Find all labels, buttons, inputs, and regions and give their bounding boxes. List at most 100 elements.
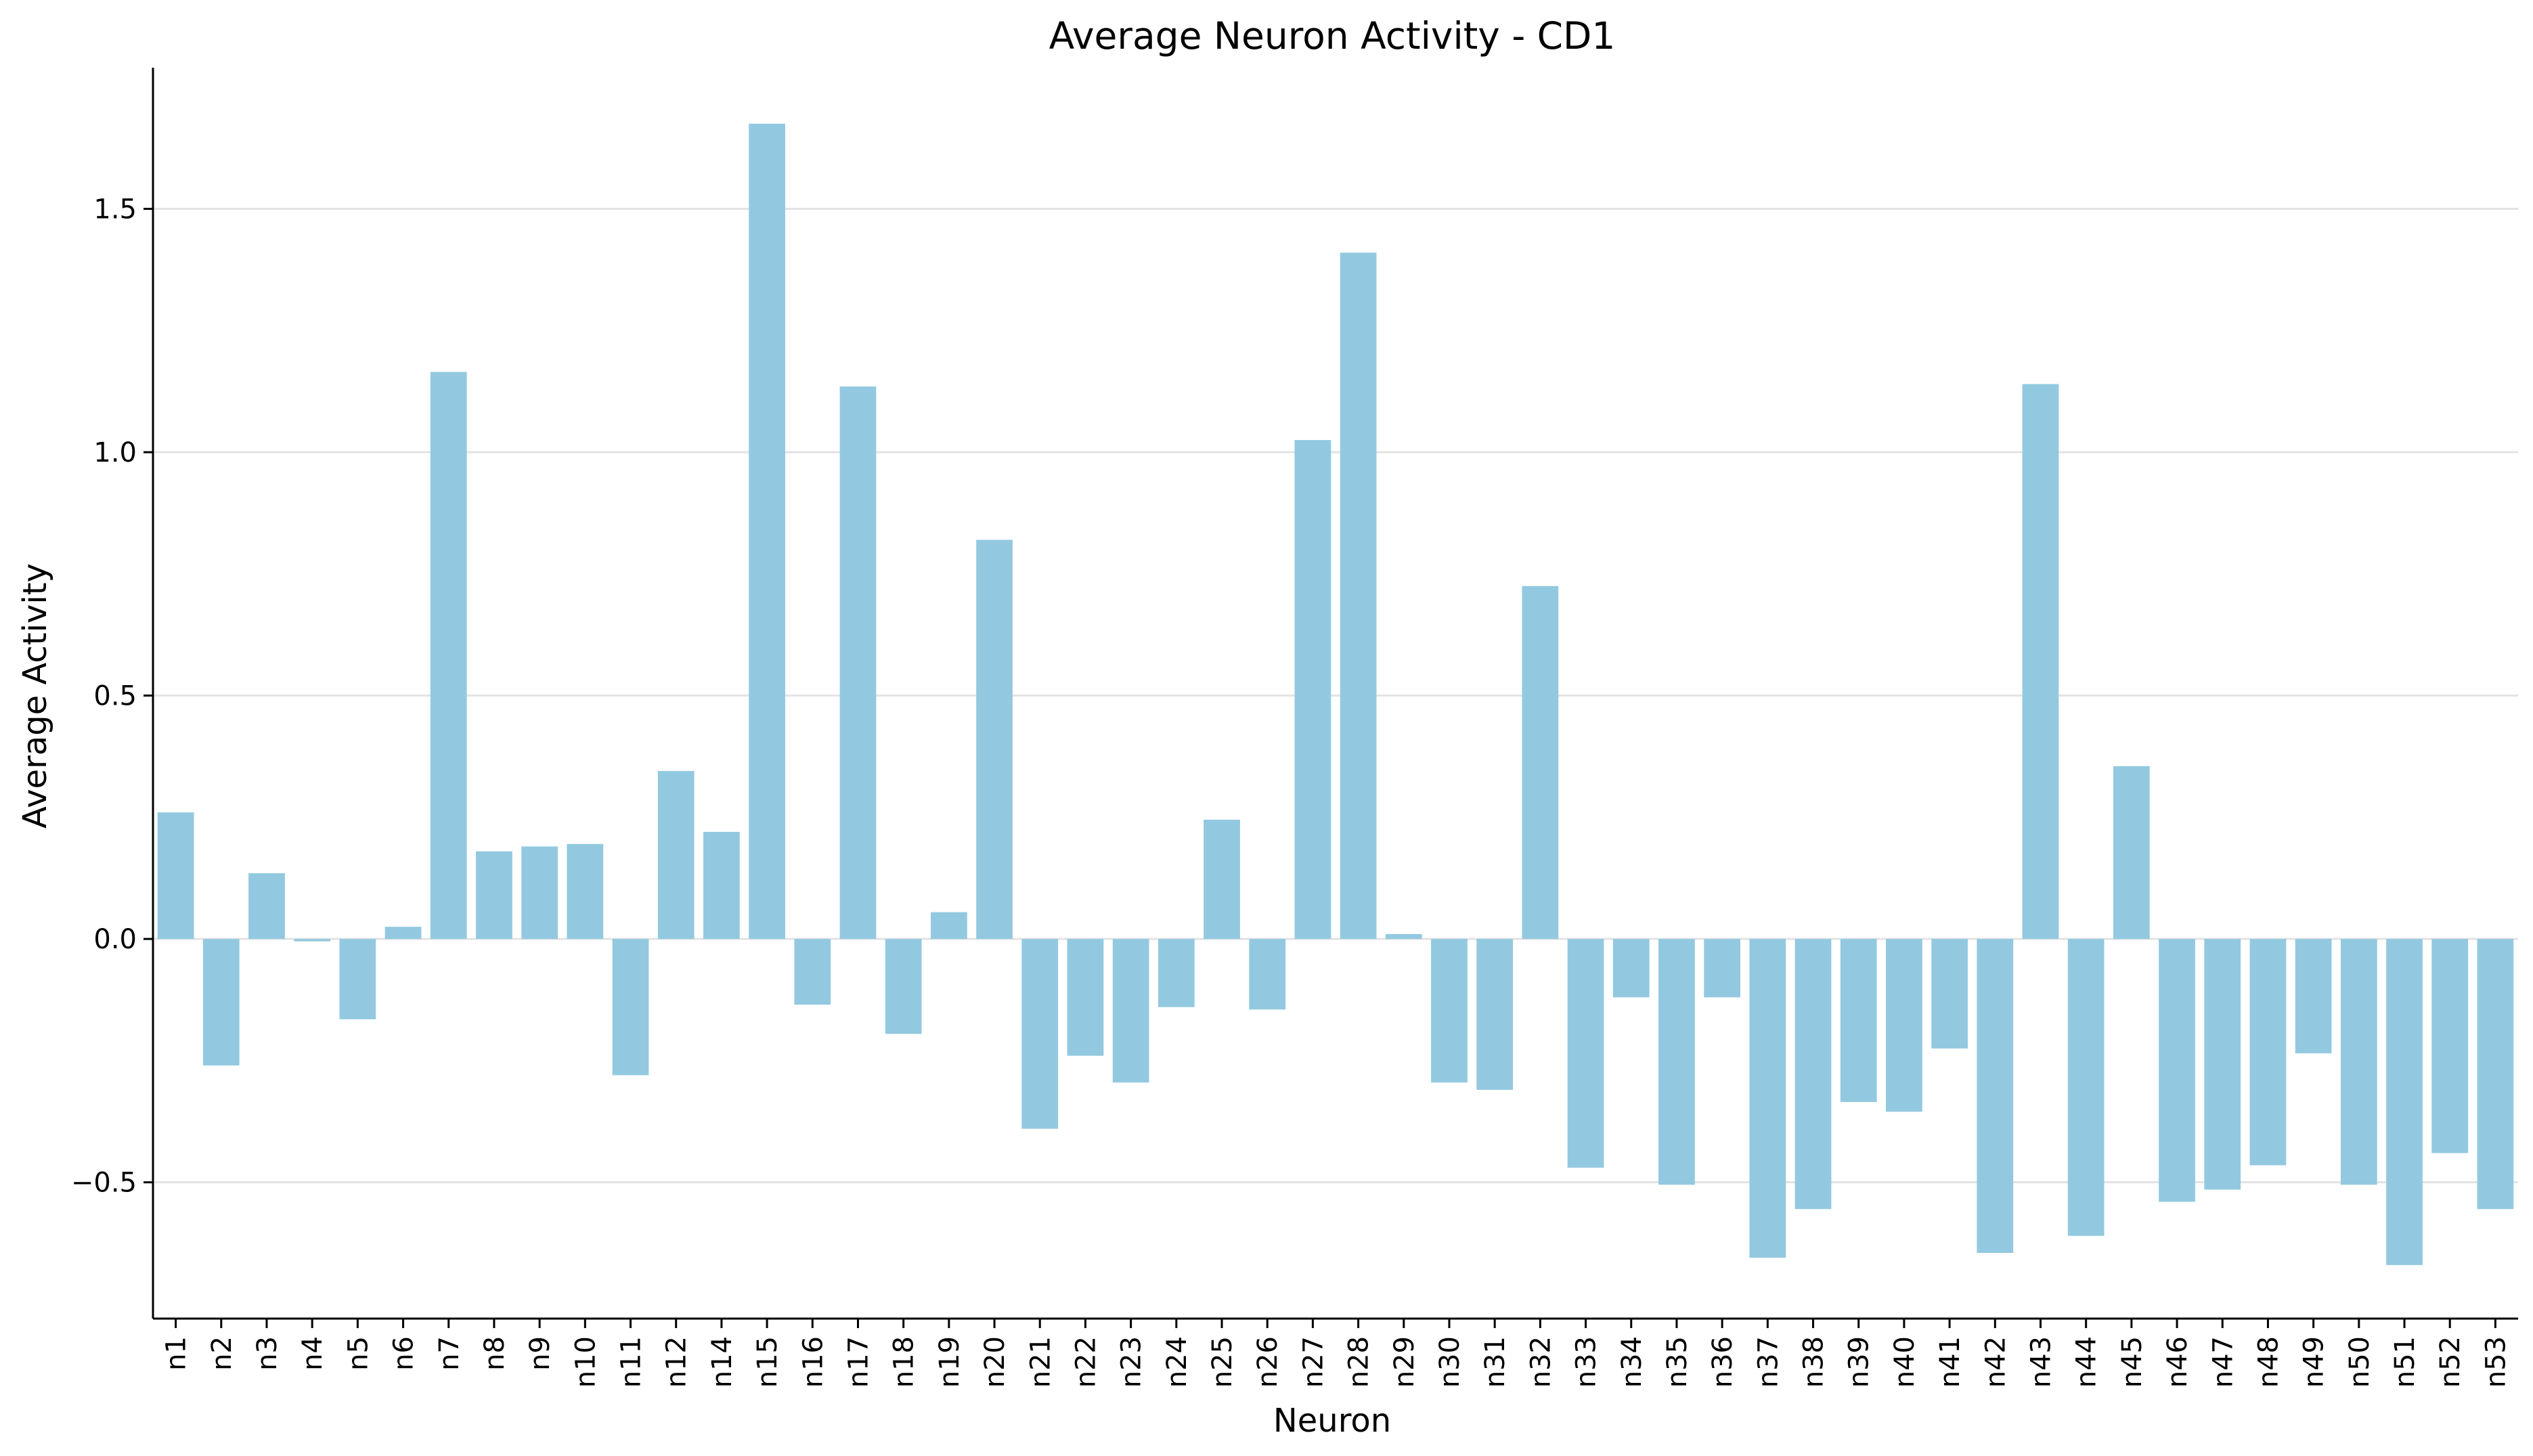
bar-n24: [1158, 939, 1195, 1007]
bar-n23: [1112, 939, 1149, 1083]
ticks: −0.5 0.0 0.5 1.0 1.5 n1 n2 n3 n4 n5 n6 n7 n8 n9 n10 n11…: [71, 194, 2512, 1388]
bar-n21: [1021, 939, 1059, 1129]
x-tick-label: n22: [1070, 1336, 1101, 1388]
x-tick-label: n5: [343, 1336, 374, 1371]
bar-n3: [248, 873, 285, 940]
bar-n15: [749, 123, 785, 940]
bar-n38: [1794, 939, 1832, 1210]
x-tick-label: n9: [525, 1336, 556, 1371]
bar-n26: [1249, 939, 1286, 1010]
x-tick-label: n23: [1116, 1336, 1147, 1388]
bar-n27: [1294, 440, 1331, 940]
bar-n33: [1567, 939, 1604, 1168]
x-tick-label: n10: [570, 1336, 601, 1388]
x-tick-label: n34: [1616, 1336, 1648, 1388]
x-tick-label: n6: [389, 1336, 420, 1371]
x-tick-label: n24: [1162, 1336, 1193, 1388]
x-tick-label: n47: [2207, 1336, 2239, 1388]
bar-n22: [1067, 939, 1104, 1056]
x-tick-label: n29: [1389, 1336, 1420, 1388]
x-tick-label: n20: [979, 1336, 1011, 1388]
x-tick-label: n30: [1434, 1336, 1466, 1388]
x-tick-label: n53: [2480, 1336, 2511, 1388]
x-tick-label: n50: [2344, 1336, 2375, 1388]
x-tick-label: n42: [1980, 1336, 2011, 1388]
x-tick-label: n4: [297, 1336, 328, 1371]
bar-n40: [1886, 939, 1922, 1112]
x-tick-label: n48: [2253, 1336, 2284, 1388]
y-tick-label: 0.0: [93, 924, 137, 955]
x-tick-label: n8: [479, 1336, 510, 1371]
bar-n36: [1704, 939, 1741, 998]
bar-n48: [2249, 939, 2287, 1166]
x-tick-label: n32: [1525, 1336, 1556, 1388]
bar-n18: [885, 939, 922, 1034]
bar-n44: [2067, 939, 2105, 1236]
y-tick-label: 0.5: [93, 681, 137, 712]
x-tick-label: n15: [752, 1336, 783, 1388]
bar-n4: [294, 939, 331, 942]
x-tick-label: n19: [934, 1336, 965, 1388]
x-tick-label: n1: [161, 1336, 192, 1371]
bar-n19: [930, 912, 967, 940]
bar-n49: [2295, 939, 2332, 1054]
y-tick-label: 1.5: [93, 194, 137, 225]
x-tick-label: n31: [1480, 1336, 1511, 1388]
bar-n46: [2159, 939, 2195, 1202]
x-tick-label: n16: [797, 1336, 829, 1388]
bar-n14: [703, 831, 740, 940]
bar-n17: [839, 386, 877, 940]
bar-n32: [1522, 586, 1559, 940]
x-tick-label: n49: [2299, 1336, 2330, 1388]
x-tick-label: n36: [1707, 1336, 1738, 1388]
x-tick-label: n21: [1025, 1336, 1056, 1388]
x-tick-label: n3: [252, 1336, 283, 1371]
bar-n37: [1749, 939, 1786, 1258]
x-tick-label: n25: [1207, 1336, 1238, 1388]
bar-n2: [202, 939, 240, 1066]
bar-n5: [339, 939, 376, 1019]
bar-n6: [384, 927, 422, 940]
x-tick-label: n12: [661, 1336, 692, 1388]
bar-n16: [794, 939, 831, 1005]
x-tick-label: n43: [2025, 1336, 2056, 1388]
bar-n42: [1977, 939, 2014, 1253]
bar-n29: [1385, 933, 1422, 940]
x-tick-label: n41: [1935, 1336, 1966, 1388]
bar-n34: [1612, 939, 1650, 998]
x-tick-label: n26: [1252, 1336, 1283, 1388]
bar-n7: [430, 372, 467, 940]
chart-title: Average Neuron Activity - CD1: [1049, 14, 1616, 58]
bar-n43: [2022, 384, 2059, 940]
x-tick-label: n33: [1571, 1336, 1602, 1388]
x-tick-label: n17: [843, 1336, 874, 1388]
bar-n11: [612, 939, 649, 1076]
y-axis-label: Average Activity: [16, 563, 54, 829]
bar-n51: [2386, 939, 2423, 1265]
bar-n31: [1476, 939, 1514, 1090]
x-tick-label: n11: [616, 1336, 647, 1388]
x-tick-label: n45: [2117, 1336, 2148, 1388]
y-tick-label: 1.0: [93, 437, 137, 468]
x-tick-label: n35: [1662, 1336, 1693, 1388]
x-tick-label: n27: [1298, 1336, 1329, 1388]
axes: [152, 68, 2518, 1320]
bar-n28: [1340, 252, 1377, 940]
bar-n39: [1840, 939, 1877, 1103]
bar-n1: [157, 812, 194, 940]
bar-n10: [567, 843, 604, 940]
x-tick-label: n18: [889, 1336, 920, 1388]
x-tick-label: n39: [1844, 1336, 1875, 1388]
bar-n9: [521, 846, 558, 940]
x-tick-label: n37: [1753, 1336, 1784, 1388]
bar-n25: [1204, 819, 1240, 940]
bar-n50: [2340, 939, 2377, 1185]
bars: [157, 123, 2514, 1265]
bar-n8: [476, 851, 512, 940]
x-tick-label: n28: [1344, 1336, 1375, 1388]
x-tick-label: n14: [707, 1336, 738, 1388]
x-tick-label: n7: [434, 1336, 465, 1371]
bar-n35: [1658, 939, 1695, 1185]
bar-n20: [976, 539, 1013, 940]
